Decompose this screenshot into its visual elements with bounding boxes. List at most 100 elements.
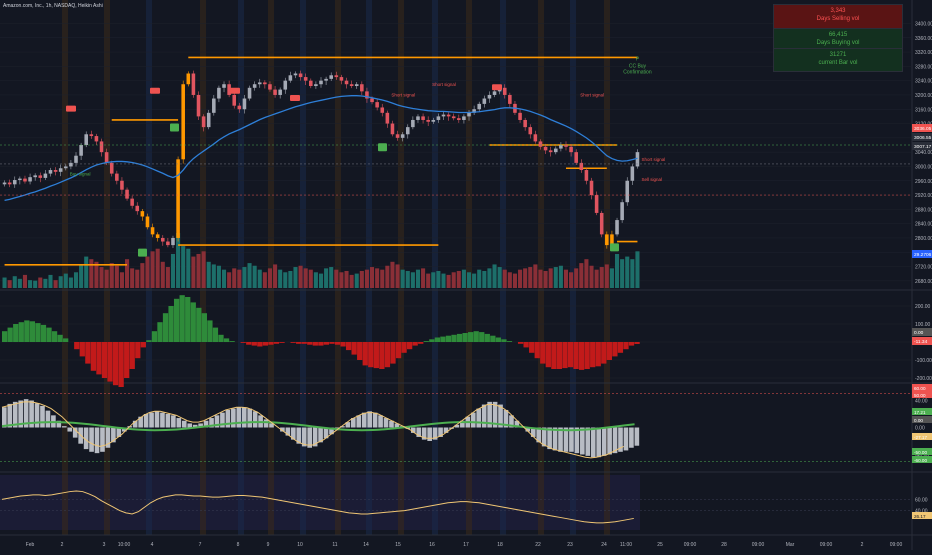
- long-marker: [378, 143, 387, 152]
- osc2-bar: [601, 427, 607, 456]
- x-tick-label: 22: [535, 542, 541, 548]
- osc3-value-text: 26.17: [914, 514, 926, 519]
- candle-body: [201, 116, 206, 128]
- volume-bar: [298, 265, 303, 288]
- volume-bar: [431, 272, 436, 288]
- volume-bar: [53, 280, 58, 288]
- osc2-bar: [443, 427, 449, 433]
- osc1-bar: [140, 342, 146, 348]
- x-tick-label: 09:00: [752, 542, 765, 548]
- candle-body: [380, 107, 385, 113]
- osc1-bar: [362, 342, 368, 366]
- osc2-bar: [247, 408, 253, 428]
- osc1-bar: [401, 342, 407, 353]
- osc1-bar: [495, 337, 502, 342]
- osc2-bar: [312, 427, 318, 447]
- volume-bar: [176, 233, 181, 288]
- price-tick-label: 3400.00: [915, 21, 932, 27]
- volume-bar: [472, 273, 477, 288]
- x-tick-label: 23: [567, 542, 573, 548]
- candle-body: [166, 241, 170, 246]
- candle-body: [43, 173, 48, 178]
- price-tick-label: 2920.00: [915, 193, 932, 199]
- volume-bar: [38, 277, 43, 288]
- osc3-value-box: [912, 512, 932, 519]
- osc2-bar: [318, 427, 323, 443]
- candle-body: [467, 112, 471, 117]
- osc2-bar: [165, 414, 171, 428]
- candle-body: [492, 91, 497, 95]
- candle-body: [23, 178, 27, 182]
- candle-body: [53, 170, 58, 172]
- volume-bar: [329, 267, 334, 288]
- volume-bar: [170, 253, 176, 288]
- candle-body: [528, 127, 533, 135]
- osc1-bar: [207, 320, 213, 342]
- annotation-label: Short signal: [432, 82, 456, 87]
- osc1-bar: [74, 342, 80, 350]
- volume-bar: [135, 269, 140, 288]
- volume-bar: [267, 268, 273, 288]
- candle-body: [135, 205, 140, 212]
- osc1-bar: [357, 342, 363, 360]
- osc2-bar: [171, 415, 176, 428]
- candle-body: [436, 116, 441, 120]
- osc2-bar: [220, 412, 225, 428]
- osc2-bar: [629, 427, 634, 448]
- osc1-bar: [517, 342, 524, 344]
- session-stripe: [238, 0, 244, 535]
- osc3-line: [1, 490, 634, 524]
- long-marker: [170, 123, 179, 132]
- osc1-bar: [146, 340, 152, 342]
- candle-body: [206, 112, 211, 128]
- volume-bar: [421, 268, 426, 288]
- osc1-bar: [101, 342, 108, 378]
- volume-bar: [201, 251, 206, 288]
- volume-bar: [584, 259, 589, 288]
- volume-bar: [609, 268, 614, 288]
- osc1-bar: [2, 331, 8, 342]
- osc2-bar: [470, 412, 476, 428]
- osc2-bar: [389, 420, 394, 428]
- osc2-bar: [252, 411, 258, 428]
- x-tick-label: 11: [332, 542, 337, 548]
- volume-bar: [109, 263, 114, 288]
- candle-body: [196, 94, 201, 117]
- osc1-value-text: 0.00: [914, 330, 924, 336]
- osc2-bar: [432, 427, 438, 440]
- osc2-bar: [45, 410, 51, 428]
- volume-bar: [558, 265, 563, 288]
- candle-body: [538, 141, 543, 147]
- osc1-bar: [390, 342, 396, 364]
- osc2-bar: [269, 423, 274, 428]
- osc1-bar: [7, 327, 13, 342]
- volume-bar: [165, 267, 170, 288]
- osc1-bar: [578, 342, 585, 370]
- volume-bar: [385, 265, 390, 288]
- osc2-bar: [394, 423, 400, 428]
- candle-body: [589, 180, 594, 196]
- volume-bar: [313, 272, 318, 288]
- volume-bar: [625, 256, 630, 288]
- volume-bar: [548, 268, 553, 288]
- volume-bar: [630, 259, 635, 288]
- x-tick-label: 4: [151, 542, 154, 548]
- osc1-bar: [412, 342, 418, 346]
- candle-body: [115, 173, 119, 181]
- candle-body: [584, 170, 589, 181]
- osc2-bar: [350, 418, 356, 428]
- volume-bar: [390, 261, 395, 288]
- price-tick-label: 2880.00: [915, 207, 932, 213]
- candle-body: [405, 127, 410, 135]
- osc2-bar: [525, 427, 531, 432]
- osc1-bar: [240, 342, 246, 343]
- candle-body: [232, 94, 237, 106]
- osc2-bar: [40, 405, 45, 428]
- price-tick-label: 3040.00: [915, 150, 932, 156]
- candle-body: [109, 162, 114, 174]
- annotation-label: CC Buy: [629, 63, 647, 69]
- volume-bar: [620, 259, 625, 288]
- session-stripe: [500, 0, 506, 535]
- candle-body: [155, 234, 160, 238]
- osc1-bar: [185, 297, 191, 342]
